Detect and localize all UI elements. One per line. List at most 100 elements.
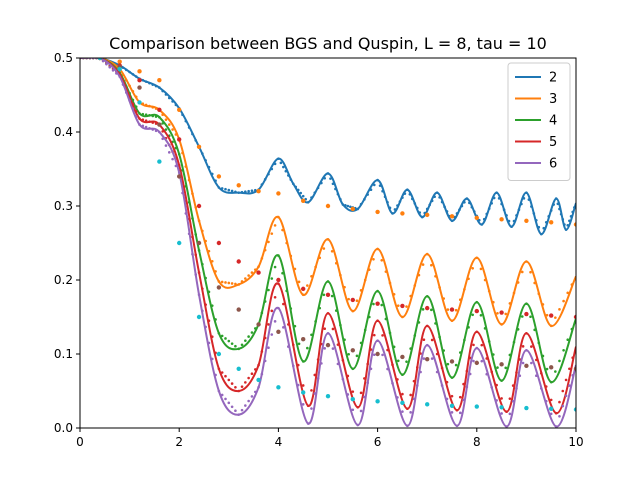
series-marker-2: [330, 294, 334, 298]
dot-point-7: [276, 329, 281, 334]
series-marker-0: [408, 192, 412, 196]
series-marker-4: [121, 83, 125, 86]
series-marker-2: [184, 184, 188, 188]
series-marker-3: [458, 395, 462, 399]
series-marker-2: [549, 380, 553, 384]
series-marker-1: [184, 165, 188, 168]
series-marker-4: [270, 333, 274, 336]
series-marker-2: [479, 313, 483, 317]
series-marker-2: [405, 360, 408, 363]
series-marker-2: [434, 322, 437, 325]
series-marker-2: [204, 276, 207, 280]
series-marker-3: [144, 119, 148, 122]
series-marker-4: [197, 293, 201, 297]
x-axis: 0 2 4 6 8 10: [76, 428, 584, 449]
series-marker-0: [161, 89, 164, 93]
dot-point-6: [216, 240, 222, 246]
y-axis: 0.0 0.1 0.2 0.3 0.4 0.5: [54, 51, 80, 435]
series-marker-2: [401, 373, 404, 377]
series-marker-4: [108, 65, 112, 69]
series-marker-0: [184, 119, 188, 123]
series-marker-0: [158, 86, 161, 89]
dot-point-8: [499, 405, 504, 410]
series-marker-2: [144, 113, 148, 117]
series-marker-0: [291, 182, 295, 186]
series-marker-4: [422, 357, 426, 360]
series-group: [80, 58, 576, 428]
series-marker-2: [301, 360, 305, 363]
series-marker-2: [558, 359, 561, 363]
series-marker-4: [174, 164, 178, 168]
series-marker-0: [510, 225, 513, 229]
dot-point-7: [350, 348, 355, 353]
series-marker-1: [330, 249, 334, 253]
series-marker-3: [210, 335, 214, 339]
series-marker-3: [369, 348, 373, 351]
series-marker-3: [320, 342, 323, 346]
series-marker-0: [522, 197, 526, 200]
series-marker-0: [473, 210, 476, 213]
series-marker-4: [171, 157, 174, 161]
series-marker-3: [313, 373, 317, 377]
series-marker-4: [313, 392, 317, 395]
series-marker-1: [388, 281, 392, 285]
series-marker-2: [430, 308, 433, 312]
series-marker-3: [500, 397, 503, 400]
series-marker-1: [171, 128, 174, 131]
series-marker-3: [396, 378, 399, 381]
dot-point-6: [256, 270, 261, 275]
series-marker-0: [250, 189, 254, 193]
series-marker-1: [281, 228, 284, 232]
series-marker-1: [438, 286, 441, 289]
series-marker-2: [458, 351, 462, 354]
series-marker-1: [289, 254, 293, 258]
series-marker-1: [141, 102, 145, 105]
series-marker-2: [475, 300, 479, 304]
series-marker-2: [525, 302, 528, 305]
series-marker-3: [346, 374, 350, 378]
series-marker-2: [148, 114, 151, 117]
series-marker-0: [191, 132, 194, 136]
series-marker-0: [440, 200, 444, 204]
series-marker-4: [320, 362, 323, 365]
series-marker-4: [515, 387, 518, 390]
series-marker-1: [376, 247, 379, 251]
x-tick-label: 6: [374, 435, 382, 449]
series-marker-4: [167, 151, 171, 154]
series-marker-3: [194, 253, 198, 257]
series-marker-1: [471, 266, 474, 270]
series-marker-3: [306, 404, 310, 408]
series-marker-4: [257, 386, 260, 389]
dot-point-7: [375, 351, 380, 357]
series-marker-1: [496, 312, 499, 315]
series-marker-3: [409, 393, 412, 397]
dot-point-5: [449, 214, 455, 219]
series-marker-0: [564, 228, 568, 231]
series-marker-2: [174, 146, 178, 150]
series-marker-4: [346, 393, 350, 396]
series-marker-3: [535, 358, 538, 362]
series-marker-0: [455, 212, 459, 215]
series-marker-2: [161, 122, 164, 125]
series-marker-2: [134, 105, 138, 109]
series-marker-3: [472, 343, 475, 347]
series-marker-4: [435, 370, 439, 374]
dot-point-8: [524, 405, 529, 411]
series-marker-0: [378, 184, 382, 187]
series-marker-1: [210, 259, 214, 263]
dot-point-5: [301, 198, 306, 204]
series-marker-4: [336, 362, 340, 366]
series-marker-4: [230, 405, 234, 409]
series-marker-2: [314, 320, 317, 323]
y-tick-label: 0.3: [54, 199, 73, 213]
series-line-3: [80, 58, 576, 415]
series-marker-4: [430, 357, 434, 360]
series-marker-4: [164, 144, 168, 147]
series-marker-2: [281, 271, 284, 275]
y-tick-label: 0.0: [54, 421, 73, 435]
series-marker-0: [512, 219, 516, 223]
series-marker-2: [562, 349, 565, 352]
series-marker-4: [396, 396, 399, 399]
series-marker-4: [260, 372, 264, 376]
series-marker-0: [167, 96, 171, 100]
